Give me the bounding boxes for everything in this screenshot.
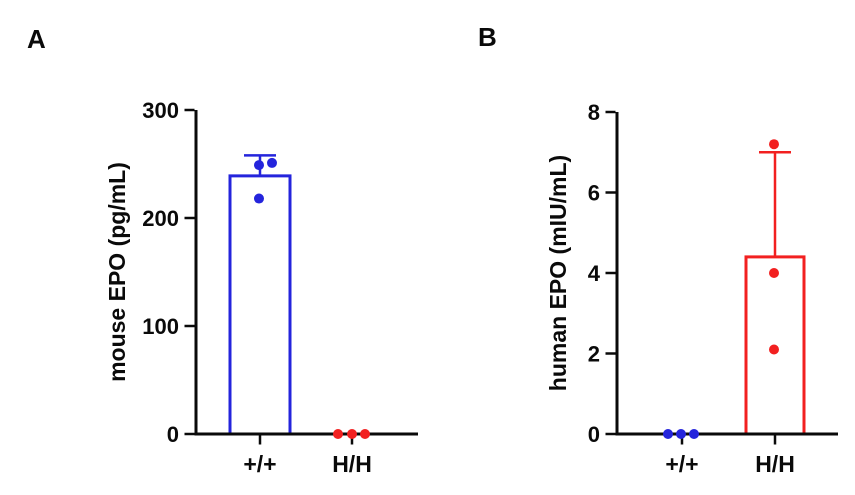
data-point [769,344,779,355]
y-tick-label: 0 [167,422,179,447]
data-point [347,429,357,439]
y-tick-label: 8 [588,100,600,125]
data-point [254,193,264,204]
x-category-label: H/H [755,451,795,477]
bar-+/+ [228,174,292,436]
data-point [663,429,673,439]
data-point [333,429,343,439]
data-point [689,429,699,439]
panel-b-plot: 0 2 4 6 8 +/+ H/H human EPO (mIU/mL) [545,100,838,477]
x-category-label: +/+ [243,451,276,477]
panel-b-label: B [478,22,497,52]
panel-a-label: A [27,24,46,54]
y-axis-title: human EPO (mIU/mL) [545,155,571,391]
y-tick-label: 6 [588,181,600,206]
data-point [769,139,779,150]
data-point [769,268,779,278]
panel-a-plot: 0 100 200 300 +/+ H/H mouse EPO (pg/mL) [104,98,418,477]
y-tick-label: 200 [142,206,179,231]
y-tick-label: 4 [588,261,601,286]
data-point [676,429,686,439]
y-tick-label: 2 [588,342,600,367]
data-point [360,429,370,439]
y-tick-label: 100 [142,314,179,339]
data-point [254,160,264,171]
y-tick-label: 0 [588,422,600,447]
data-point [267,157,277,168]
x-category-label: H/H [332,451,372,477]
y-axis-title: mouse EPO (pg/mL) [104,162,130,382]
y-tick-label: 300 [142,98,179,123]
x-category-label: +/+ [665,451,698,477]
